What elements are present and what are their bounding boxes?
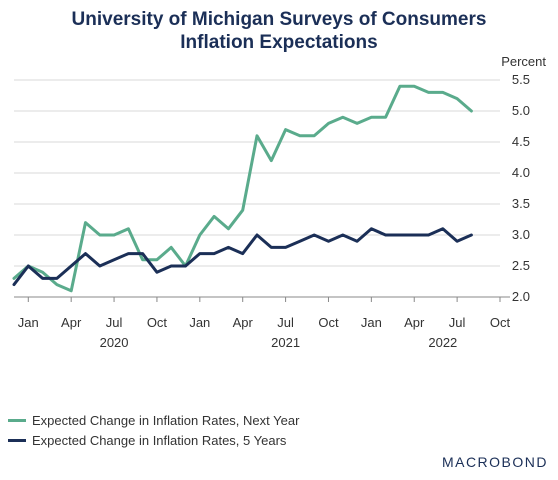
- x-tick-label-2: Jul: [106, 315, 123, 330]
- y-tick-label-2.5: 2.5: [512, 258, 530, 273]
- x-tick-label-11: Oct: [490, 315, 511, 330]
- legend-label-five-years: Expected Change in Inflation Rates, 5 Ye…: [32, 432, 287, 448]
- chart-title-line-2: Inflation Expectations: [180, 32, 378, 53]
- x-tick-label-0: Jan: [18, 315, 39, 330]
- x-tick-label-6: Jul: [277, 315, 294, 330]
- legend: Expected Change in Inflation Rates, Next…: [8, 410, 299, 450]
- legend-item-next-year: Expected Change in Inflation Rates, Next…: [8, 410, 299, 430]
- x-tick-label-7: Oct: [318, 315, 339, 330]
- y-tick-label-4.5: 4.5: [512, 134, 530, 149]
- y-tick-label-4.0: 4.0: [512, 165, 530, 180]
- series-line-next_year: [12, 84, 473, 293]
- legend-item-five-years: Expected Change in Inflation Rates, 5 Ye…: [8, 430, 299, 450]
- x-year-label-2021: 2021: [271, 335, 300, 350]
- legend-swatch-next-year: [8, 418, 26, 422]
- legend-label-next-year: Expected Change in Inflation Rates, Next…: [32, 412, 300, 428]
- x-tick-label-10: Jul: [449, 315, 466, 330]
- x-tick-label-4: Jan: [189, 315, 210, 330]
- brand-logo: MACROBOND: [441, 454, 548, 470]
- legend-swatch-five-years: [8, 438, 26, 442]
- x-tick-label-8: Jan: [361, 315, 382, 330]
- chart-title: University of Michigan Surveys of Consum…: [0, 8, 558, 54]
- x-tick-label-1: Apr: [61, 315, 82, 330]
- y-axis-unit-label: Percent: [501, 54, 546, 69]
- x-tick-label-3: Oct: [147, 315, 168, 330]
- y-tick-label-2.0: 2.0: [512, 289, 530, 304]
- x-year-label-2020: 2020: [100, 335, 129, 350]
- series-line-five_years: [12, 227, 473, 287]
- y-tick-label-3.0: 3.0: [512, 227, 530, 242]
- chart-title-line-1: University of Michigan Surveys of Consum…: [71, 9, 487, 30]
- y-tick-label-3.5: 3.5: [512, 196, 530, 211]
- line-chart: 2.0 2.5 3.0 3.5 4.0 4.5 5.0 5.5 Percent Jan Apr Jul…: [12, 54, 546, 350]
- x-tick-label-9: Apr: [404, 315, 425, 330]
- x-tick-label-5: Apr: [233, 315, 254, 330]
- y-tick-label-5.0: 5.0: [512, 103, 530, 118]
- x-year-label-2022: 2022: [428, 335, 457, 350]
- y-tick-label-5.5: 5.5: [512, 72, 530, 87]
